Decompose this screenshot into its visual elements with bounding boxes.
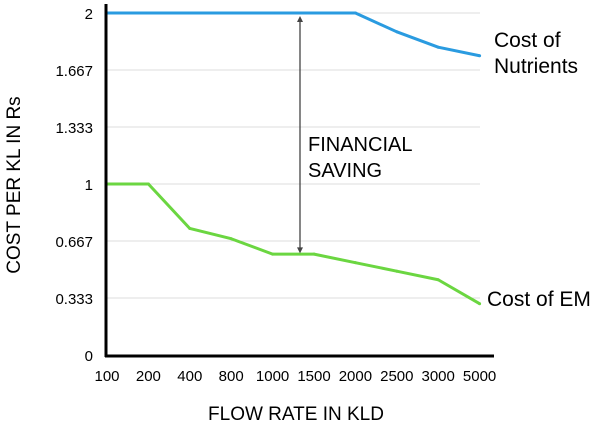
data-point	[229, 11, 233, 15]
data-point	[271, 11, 275, 15]
data-point	[395, 269, 399, 273]
x-tick-label: 2000	[339, 368, 372, 385]
x-tick-label: 400	[177, 368, 202, 385]
data-point	[188, 226, 192, 230]
y-tick-label: 2	[85, 6, 93, 23]
x-tick-label: 2500	[380, 368, 413, 385]
y-tick-label: 0	[85, 348, 93, 365]
data-point	[436, 45, 440, 49]
data-point	[146, 11, 150, 15]
series-label: Cost of EM	[487, 288, 591, 311]
y-tick-label: 0.667	[55, 234, 93, 251]
x-tick-label: 5000	[463, 368, 496, 385]
x-axis-label: FLOW RATE IN KLD	[208, 404, 384, 424]
data-point	[312, 11, 316, 15]
annotation-text: FINANCIAL	[308, 134, 412, 156]
x-tick-label: 100	[94, 368, 119, 385]
y-tick-label: 1	[85, 177, 93, 194]
series-line-em	[107, 182, 481, 305]
data-point	[353, 261, 357, 265]
financial-saving-annotation: FINANCIAL SAVING	[297, 16, 412, 254]
data-point	[478, 302, 482, 306]
data-point	[188, 11, 192, 15]
y-tick-label: 1.667	[55, 63, 93, 80]
series-line-nutrients	[107, 11, 480, 58]
y-axis-label: COST PER KL IN Rs	[4, 96, 25, 273]
data-point	[271, 252, 275, 256]
y-tick-label: 0.333	[55, 291, 93, 308]
arrow-head-down	[297, 247, 303, 254]
data-point	[436, 278, 440, 282]
x-tick-label: 200	[136, 368, 161, 385]
x-tick-label: 800	[219, 368, 244, 385]
x-tick-label: 3000	[422, 368, 455, 385]
data-point	[478, 54, 482, 58]
data-point	[395, 30, 399, 34]
data-point	[353, 11, 357, 15]
x-tick-label: 1500	[297, 368, 330, 385]
data-point	[229, 237, 233, 241]
series-label: Cost of	[494, 29, 561, 52]
series-label: Nutrients	[494, 55, 578, 78]
x-tick-label: 1000	[256, 368, 289, 385]
data-point	[146, 182, 150, 186]
arrow-head-up	[297, 16, 303, 22]
data-point	[312, 252, 316, 256]
y-tick-label: 1.333	[55, 120, 93, 137]
annotation-text: SAVING	[308, 160, 382, 182]
